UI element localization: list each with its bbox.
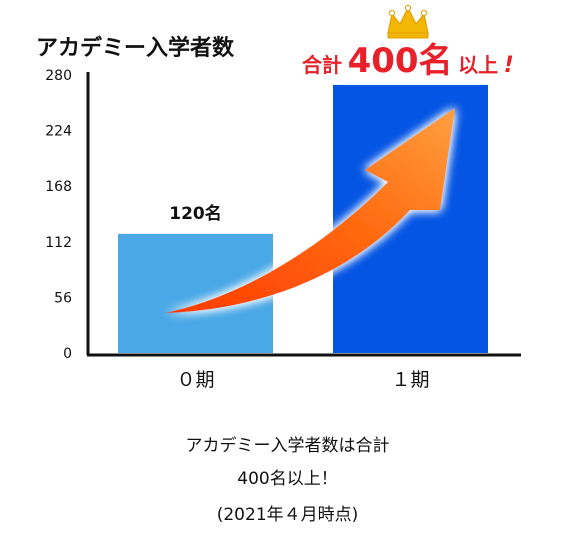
data-label-0: 120名 — [169, 203, 222, 224]
bars: 120名 — [118, 84, 488, 353]
y-tick-label: 56 — [54, 290, 72, 306]
growth-arrow — [165, 108, 455, 313]
total-annotation: 合計 400名 以上 ! — [302, 41, 514, 81]
y-tick-label: 280 — [45, 68, 72, 84]
y-tick-label: 224 — [45, 124, 72, 140]
annotation-suffix: 以上 — [458, 53, 498, 77]
x-tick-label: ０期 — [176, 369, 214, 391]
caption-line-1: アカデミー入学者数は合計 — [185, 436, 390, 456]
x-tick-label: １期 — [391, 369, 429, 391]
crown-icon — [387, 4, 429, 39]
caption-line-2: 400名以上！ — [237, 469, 338, 489]
y-tick-label: 112 — [45, 235, 72, 251]
y-axis-ticks: 0 56 112 168 224 280 — [45, 68, 72, 362]
y-tick-label: 168 — [45, 179, 72, 195]
x-axis-labels: ０期 １期 — [176, 369, 429, 391]
annotation-big: 400名 — [348, 41, 453, 81]
chart-title: アカデミー入学者数 — [36, 35, 235, 61]
y-tick-label: 0 — [63, 346, 72, 362]
caption-line-3: (2021年４月時点) — [216, 505, 359, 525]
annotation-prefix: 合計 — [302, 53, 342, 77]
annotation-mark: ! — [504, 53, 514, 78]
